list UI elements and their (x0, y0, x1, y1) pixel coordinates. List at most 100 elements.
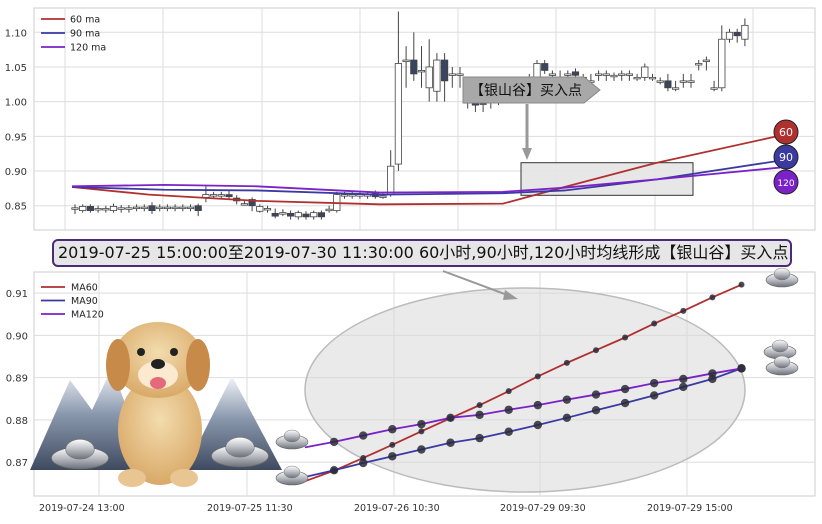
candle-body (302, 213, 310, 218)
candle-body (710, 87, 718, 90)
candle-body (571, 71, 580, 76)
ma-badge-label: 60 (779, 126, 793, 139)
ma90-point (679, 382, 688, 392)
dog-eye-right (170, 348, 178, 356)
candle-body (456, 73, 464, 76)
x-tick-label: 2019-07-24 13:00 (39, 503, 125, 514)
buy-point-label: 【银山谷】买入点 (470, 83, 582, 99)
ma-badge (773, 119, 799, 145)
candle-body (109, 206, 118, 211)
candle-body (163, 206, 171, 210)
candle-body (340, 194, 349, 197)
candle-body (256, 206, 264, 212)
candle-body (618, 73, 626, 76)
signal-banner: 2019-07-25 15:00:00至2019-07-30 11:30:00 … (52, 239, 792, 267)
legend-label: 60 ma (70, 15, 100, 26)
candle-body (741, 24, 749, 40)
candle-body (595, 73, 603, 76)
signal-zone-ellipse (304, 287, 746, 493)
x-tick-label: 2019-07-29 15:00 (647, 503, 733, 514)
candle-body (702, 59, 711, 62)
y-tick-label: 0.90 (5, 167, 27, 178)
ma90-point (329, 466, 339, 475)
ma90-point (562, 413, 572, 423)
candle-body (648, 76, 657, 80)
candle-body (625, 73, 634, 76)
dog-tongue (150, 377, 166, 389)
candle-body (186, 206, 195, 210)
candle-body (725, 31, 734, 40)
ma90-point (359, 458, 368, 468)
ingot-marker-start-ma120-top (283, 429, 301, 443)
dog-body (118, 375, 202, 485)
candle-body (425, 66, 433, 89)
candle-body (718, 38, 726, 89)
y-tick-label: 0.89 (6, 374, 28, 385)
dog-paw-left (118, 469, 146, 487)
ma120-point (591, 390, 601, 399)
ma120-point (417, 419, 426, 429)
candle-body (179, 206, 187, 210)
candle-body (633, 76, 641, 80)
ma60-line (71, 134, 781, 206)
candle-body (263, 208, 272, 211)
ma60-point (476, 402, 483, 409)
ma120-point (562, 395, 572, 404)
candle-body (125, 207, 133, 210)
silver-ingot-left-top (65, 439, 95, 460)
ma120-line (71, 166, 781, 194)
candle-body (271, 212, 279, 217)
ma120-point (388, 425, 397, 434)
ma120-point (475, 410, 484, 420)
ma60-point (389, 441, 396, 448)
candle-body (695, 63, 703, 66)
ma90-point (388, 452, 397, 461)
ma-line-chart: 0.87 0.88 0.89 0.90 0.91 2019-07-24 13:00 2019… (6, 267, 816, 514)
legend-label: MA90 (71, 296, 98, 307)
legend-label: MA60 (71, 283, 98, 294)
dog-eye-left (137, 348, 145, 356)
ingot-marker-start-ma60-top (283, 465, 301, 479)
y-tick-label: 0.87 (6, 458, 28, 469)
candle-body (86, 206, 94, 211)
y-tick-label: 0.95 (5, 132, 27, 143)
ingot-marker-end-ma90-top (771, 339, 789, 353)
x-tick-label: 2019-07-25 11:30 (207, 503, 293, 514)
candle-body (564, 73, 572, 76)
candle-body (402, 59, 410, 62)
ma90-point (417, 445, 426, 454)
candlestick-chart: 0.85 0.90 0.95 1.00 1.05 1.10 【银山谷】买入点 60 ma 90 … (5, 7, 816, 231)
candle-body (325, 208, 333, 212)
y-tick-label: 0.88 (6, 416, 28, 427)
candle-body (410, 59, 418, 75)
candle-body (394, 63, 403, 165)
candle-body (310, 212, 318, 218)
candle-body (317, 212, 326, 218)
ma120-point (708, 369, 717, 378)
ma60-point (709, 294, 716, 301)
candle-body (286, 212, 295, 217)
ma60-point (593, 347, 599, 354)
ma90-point (650, 391, 659, 400)
candle-body (217, 194, 225, 197)
ma90-point (533, 420, 542, 430)
y-tick-label: 1.00 (5, 98, 27, 109)
candle-body (602, 73, 610, 76)
y-tick-label: 0.91 (6, 289, 28, 300)
candle-body (664, 80, 672, 89)
candle-body (541, 63, 549, 71)
candle-body (641, 66, 649, 78)
buy-point-callout (462, 76, 601, 104)
candle-body (94, 208, 102, 211)
ma60-point (622, 334, 629, 341)
ma90-point (504, 427, 513, 436)
legend-label: 90 ma (70, 29, 100, 40)
candle-body (79, 206, 87, 211)
candle-body (440, 59, 449, 82)
candle-body (379, 195, 387, 198)
ma90-point (475, 433, 484, 443)
ma60-point (418, 428, 425, 435)
candle-body (171, 206, 179, 210)
ma60-point (680, 307, 687, 314)
